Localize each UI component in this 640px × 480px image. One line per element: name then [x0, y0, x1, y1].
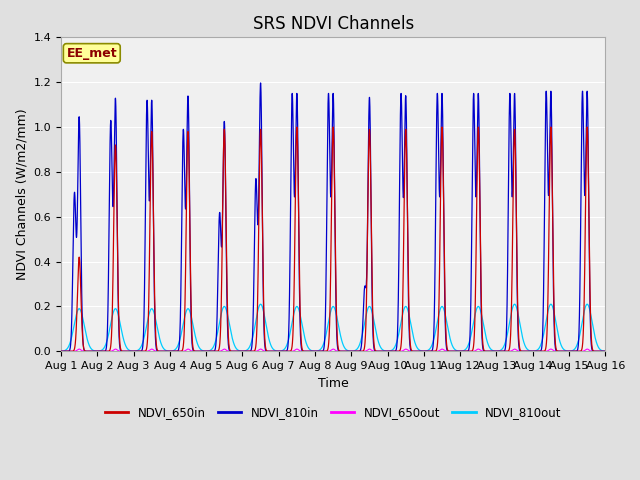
Y-axis label: NDVI Channels (W/m2/mm): NDVI Channels (W/m2/mm) — [15, 108, 28, 280]
Text: EE_met: EE_met — [67, 47, 117, 60]
Legend: NDVI_650in, NDVI_810in, NDVI_650out, NDVI_810out: NDVI_650in, NDVI_810in, NDVI_650out, NDV… — [100, 401, 566, 424]
X-axis label: Time: Time — [318, 377, 349, 390]
Title: SRS NDVI Channels: SRS NDVI Channels — [253, 15, 414, 33]
